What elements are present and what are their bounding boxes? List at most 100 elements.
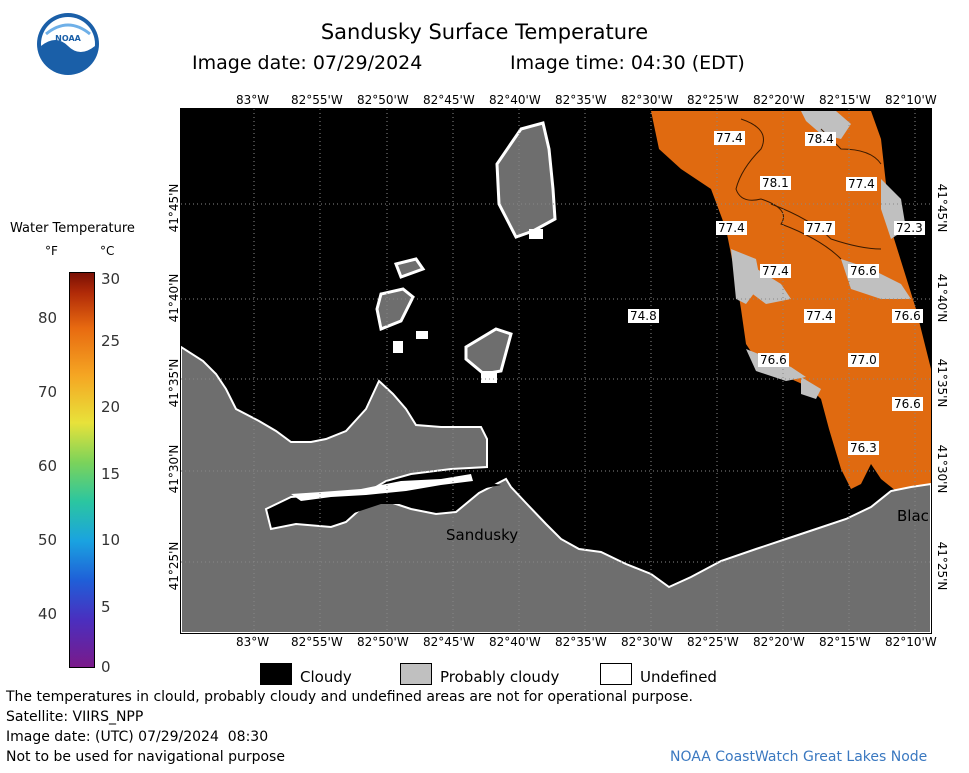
temp-label: 78.1: [760, 176, 791, 190]
contour-line: [735, 118, 842, 260]
page-title: Sandusky Surface Temperature: [320, 20, 649, 44]
lon-label-bottom: 83°W: [236, 635, 270, 649]
lon-label-top: 82°10'W: [885, 93, 937, 107]
lon-label-top: 82°40'W: [489, 93, 541, 107]
colorbar-c-tick: 15: [101, 465, 121, 483]
lon-label-top: 82°50'W: [357, 93, 409, 107]
lat-label-right: 41°45'N: [935, 183, 949, 233]
map-frame: 77.4 78.4 78.1 77.4 77.4 77.7 72.3 77.4 …: [180, 108, 932, 634]
contour-line: [770, 203, 882, 250]
lon-label-bottom: 82°15'W: [819, 635, 871, 649]
colorbar-c-tick: 30: [101, 270, 121, 288]
temp-label: 76.6: [758, 353, 789, 367]
colorbar-title: Water Temperature: [10, 221, 135, 236]
temp-label: 76.3: [848, 441, 879, 455]
footer-satellite: Satellite: VIIRS_NPP: [6, 709, 144, 725]
temp-label: 78.4: [805, 132, 836, 146]
lon-label-bottom: 82°40'W: [489, 635, 541, 649]
logo-text: NOAA: [55, 34, 81, 43]
undefined-patch: [529, 229, 543, 239]
lon-label-bottom: 82°55'W: [291, 635, 343, 649]
colorbar-f-tick: 70: [38, 383, 58, 401]
probably-cloudy-patch: [741, 259, 791, 304]
legend-label-undefined: Undefined: [640, 668, 717, 686]
lon-label-top: 82°25'W: [687, 93, 739, 107]
legend-label-probably-cloudy: Probably cloudy: [440, 668, 560, 686]
lon-label-top: 82°45'W: [423, 93, 475, 107]
undefined-patch: [481, 371, 497, 383]
lon-label-bottom: 82°25'W: [687, 635, 739, 649]
temp-label: 76.6: [892, 309, 923, 323]
legend-swatch-probably-cloudy: [400, 663, 432, 685]
undefined-patch: [416, 331, 428, 339]
lon-label-top: 82°20'W: [753, 93, 805, 107]
bay-water: [296, 481, 501, 521]
temp-label: 76.6: [848, 264, 879, 278]
temp-label: 76.6: [892, 397, 923, 411]
image-date: Image date: 07/29/2024: [192, 52, 423, 74]
colorbar-c-tick: 0: [101, 658, 111, 676]
colorbar: [69, 272, 95, 668]
island: [464, 327, 513, 376]
lon-label-top: 82°15'W: [819, 93, 871, 107]
lon-label-top: 82°30'W: [621, 93, 673, 107]
undefined-patch: [393, 341, 403, 353]
lon-label-top: 82°35'W: [555, 93, 607, 107]
warm-water-region: [651, 111, 931, 491]
colorbar-c-tick: 20: [101, 398, 121, 416]
lon-label-bottom: 82°50'W: [357, 635, 409, 649]
lon-label-bottom: 82°45'W: [423, 635, 475, 649]
lon-label-bottom: 82°10'W: [885, 635, 937, 649]
lat-label-right: 41°30'N: [935, 444, 949, 494]
undefined-patch: [291, 474, 473, 501]
temp-label: 77.4: [760, 264, 791, 278]
colorbar-f-tick: 40: [38, 605, 58, 623]
lon-label-bottom: 82°20'W: [753, 635, 805, 649]
legend-swatch-cloudy: [260, 663, 292, 685]
lat-label-right: 41°35'N: [935, 358, 949, 408]
temp-label: 77.7: [804, 221, 835, 235]
colorbar-f-tick: 50: [38, 531, 58, 549]
temp-label: 77.4: [804, 309, 835, 323]
footer-nav-warning: Not to be used for navigational purpose: [6, 749, 285, 765]
colorbar-f-tick: 80: [38, 309, 58, 327]
image-time: Image time: 04:30 (EDT): [510, 52, 745, 74]
footer-credit: NOAA CoastWatch Great Lakes Node: [670, 749, 928, 765]
lat-label-left: 41°25'N: [167, 541, 181, 591]
colorbar-unit-f: °F: [45, 244, 58, 258]
graticule: [181, 109, 931, 633]
land-region: [181, 345, 931, 633]
lat-label-right: 41°25'N: [935, 541, 949, 591]
colorbar-f-tick: 60: [38, 457, 58, 475]
lon-label-top: 82°55'W: [291, 93, 343, 107]
contour-line: [820, 128, 882, 165]
probably-cloudy-patch: [801, 111, 851, 139]
island: [495, 121, 557, 239]
lat-label-left: 41°30'N: [167, 444, 181, 494]
lat-label-right: 41°40'N: [935, 273, 949, 323]
lon-label-bottom: 82°30'W: [621, 635, 673, 649]
temp-label: 77.4: [714, 131, 745, 145]
colorbar-c-tick: 5: [101, 598, 111, 616]
lat-label-left: 41°45'N: [167, 183, 181, 233]
lat-label-left: 41°35'N: [167, 358, 181, 408]
temp-label: 72.3: [894, 221, 925, 235]
colorbar-unit-c: °C: [100, 244, 115, 258]
noaa-logo: NOAA: [36, 12, 100, 76]
temp-label: 77.4: [716, 221, 747, 235]
colorbar-c-tick: 10: [101, 531, 121, 549]
legend-label-cloudy: Cloudy: [300, 668, 352, 686]
map-canvas: [181, 109, 931, 633]
lat-label-left: 41°40'N: [167, 273, 181, 323]
temp-label: 77.0: [848, 353, 879, 367]
footer-note: The temperatures in clould, probably clo…: [6, 689, 693, 705]
probably-cloudy-patch: [801, 377, 821, 399]
footer-utc-date: Image date: (UTC) 07/29/2024 08:30: [6, 729, 269, 745]
island: [393, 257, 426, 279]
colorbar-c-tick: 25: [101, 332, 121, 350]
temp-label: 77.4: [846, 177, 877, 191]
place-label-sandusky: Sandusky: [446, 526, 519, 544]
lon-label-top: 83°W: [236, 93, 270, 107]
place-label-black-river: Blac: [897, 507, 929, 525]
lon-label-bottom: 82°35'W: [555, 635, 607, 649]
